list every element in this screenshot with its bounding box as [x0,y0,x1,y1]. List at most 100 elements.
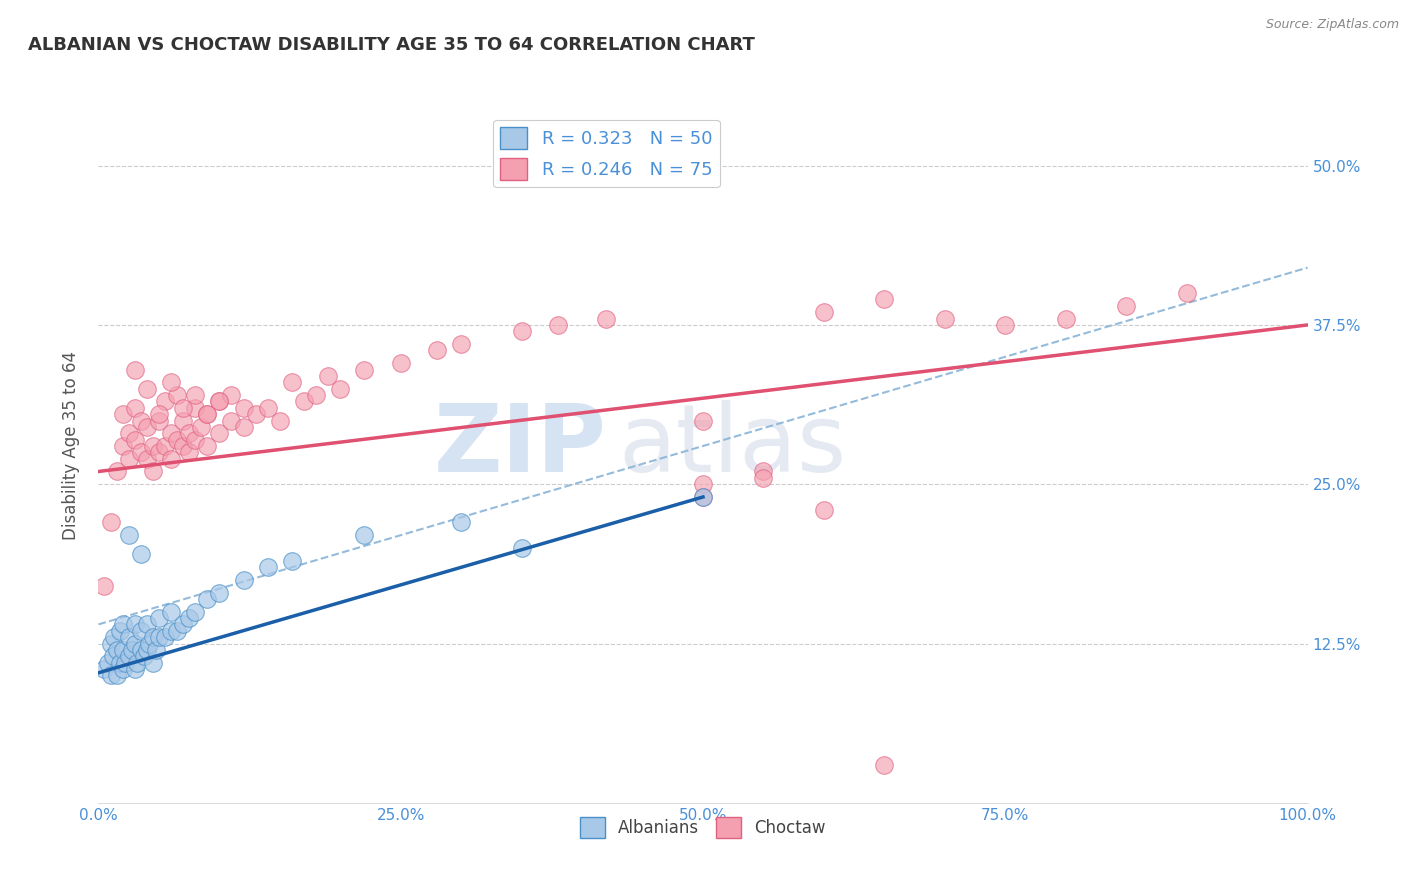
Point [813,502,835,516]
Point [118,630,141,644]
Point [172,413,194,427]
Point [118,649,141,664]
Point [184,433,207,447]
Point [100,516,122,530]
Point [426,343,449,358]
Point [135,643,157,657]
Point [108,624,131,638]
Point [232,573,254,587]
Point [813,305,835,319]
Point [166,624,188,638]
Point [172,617,194,632]
Point [245,407,267,421]
Point [547,318,569,332]
Point [595,311,617,326]
Point [179,426,201,441]
Point [232,420,254,434]
Point [184,401,207,415]
Point [135,382,157,396]
Point [195,407,218,421]
Point [135,451,157,466]
Point [129,547,152,561]
Point [105,668,128,682]
Point [100,636,122,650]
Point [269,413,291,427]
Point [129,643,152,657]
Point [114,656,136,670]
Point [292,394,315,409]
Point [148,413,170,427]
Point [256,401,278,415]
Point [994,318,1017,332]
Point [142,656,165,670]
Point [93,662,115,676]
Point [195,407,218,421]
Point [329,382,352,396]
Point [142,630,165,644]
Point [135,420,157,434]
Point [124,362,146,376]
Y-axis label: Disability Age 35 to 64: Disability Age 35 to 64 [62,351,80,541]
Point [153,630,176,644]
Point [752,471,775,485]
Point [353,528,375,542]
Point [692,490,714,504]
Point [118,426,141,441]
Point [138,636,160,650]
Point [105,643,128,657]
Point [97,656,120,670]
Point [353,362,375,376]
Point [148,407,170,421]
Point [129,624,152,638]
Point [124,433,146,447]
Point [153,394,176,409]
Point [111,407,134,421]
Point [873,293,896,307]
Point [692,477,714,491]
Point [190,420,212,434]
Point [184,388,207,402]
Point [305,388,328,402]
Point [153,439,176,453]
Point [1054,311,1077,326]
Point [692,413,714,427]
Point [135,617,157,632]
Point [172,401,194,415]
Point [1175,286,1198,301]
Point [111,439,134,453]
Point [124,617,146,632]
Point [172,439,194,453]
Point [101,649,124,664]
Point [752,465,775,479]
Point [873,757,896,772]
Point [934,311,956,326]
Point [111,617,134,632]
Point [389,356,412,370]
Point [160,426,183,441]
Point [281,376,304,390]
Point [124,401,146,415]
Point [108,656,131,670]
Point [160,376,183,390]
Point [160,624,183,638]
Point [692,490,714,504]
Text: atlas: atlas [619,400,846,492]
Point [160,605,183,619]
Point [184,605,207,619]
Point [124,636,146,650]
Point [1115,299,1137,313]
Point [148,445,170,459]
Point [111,643,134,657]
Point [121,643,143,657]
Point [124,662,146,676]
Point [208,426,231,441]
Point [179,445,201,459]
Point [510,541,533,555]
Point [179,611,201,625]
Text: ZIP: ZIP [433,400,606,492]
Legend: Albanians, Choctaw: Albanians, Choctaw [574,811,832,845]
Point [160,451,183,466]
Point [208,394,231,409]
Point [134,649,156,664]
Point [281,554,304,568]
